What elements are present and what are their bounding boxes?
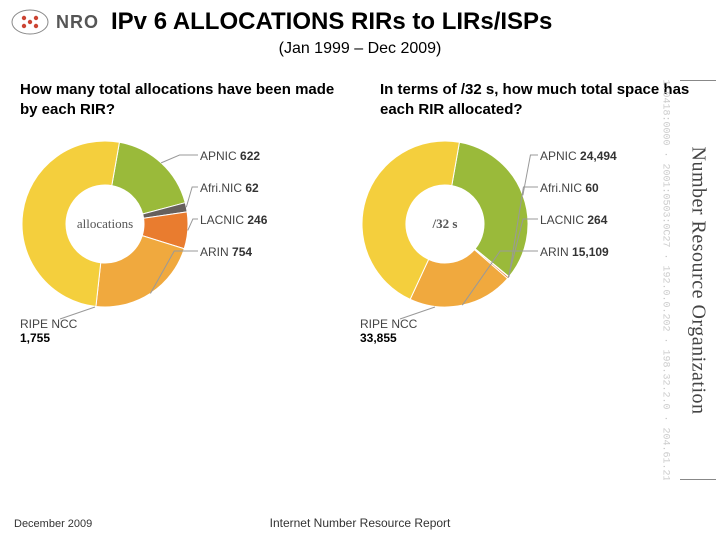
page-title: IPv 6 ALLOCATIONS RIRs to LIRs/ISPs xyxy=(111,8,710,36)
legend-value: 24,494 xyxy=(580,149,617,163)
side-ip-text: 2001:0418:0000 · 2001:0503:0C27 · 192.0.… xyxy=(660,80,671,480)
legend-value: 62 xyxy=(245,181,258,195)
legend-name: RIPE NCC xyxy=(20,317,77,331)
side-ip-strip: 2001:0418:0000 · 2001:0503:0C27 · 192.0.… xyxy=(654,80,676,480)
legend-row: LACNIC 246 xyxy=(200,213,267,227)
legend-name: Afri.NIC xyxy=(540,181,582,195)
legend-name: APNIC xyxy=(200,149,237,163)
side-brand: Number Resource Organization xyxy=(680,80,716,480)
legend-name: LACNIC xyxy=(540,213,584,227)
footer-date: December 2009 xyxy=(14,518,92,530)
legend-right-bottom: RIPE NCC 33,855 xyxy=(360,317,680,345)
nro-logo-text: NRO xyxy=(56,12,99,33)
legend-value: 264 xyxy=(587,213,607,227)
footer-title: Internet Number Resource Report xyxy=(270,516,451,530)
legend-value: 754 xyxy=(232,245,252,259)
legend-value: 60 xyxy=(585,181,598,195)
header: NRO IPv 6 ALLOCATIONS RIRs to LIRs/ISPs xyxy=(0,0,720,36)
legend-name: ARIN xyxy=(200,245,229,259)
legend-row: Afri.NIC 60 xyxy=(540,181,617,195)
legend-name: APNIC xyxy=(540,149,577,163)
legend-left-bottom: RIPE NCC 1,755 xyxy=(20,317,340,345)
legend-value: 246 xyxy=(247,213,267,227)
chart-allocations: allocations APNIC 622 Afri.NIC 62 LACNIC… xyxy=(10,139,340,345)
donut-right: /32 s xyxy=(360,139,530,309)
page-subtitle: (Jan 1999 – Dec 2009) xyxy=(0,40,720,58)
donut-right-center: /32 s xyxy=(406,185,484,263)
question-right: In terms of /32 s, how much total space … xyxy=(380,80,700,119)
legend-row: LACNIC 264 xyxy=(540,213,617,227)
legend-value: 33,855 xyxy=(360,331,397,345)
questions-row: How many total allocations have been mad… xyxy=(0,80,720,119)
legend-row: Afri.NIC 62 xyxy=(200,181,267,195)
legend-row: APNIC 622 xyxy=(200,149,267,163)
legend-value: 622 xyxy=(240,149,260,163)
legend-name: LACNIC xyxy=(200,213,244,227)
legend-right: APNIC 24,494 Afri.NIC 60 LACNIC 264 ARIN… xyxy=(540,149,617,277)
legend-name: ARIN xyxy=(540,245,569,259)
question-left: How many total allocations have been mad… xyxy=(20,80,340,119)
legend-name: Afri.NIC xyxy=(200,181,242,195)
legend-value: 15,109 xyxy=(572,245,609,259)
legend-value: 1,755 xyxy=(20,331,50,345)
legend-name: RIPE NCC xyxy=(360,317,417,331)
legend-row: ARIN 754 xyxy=(200,245,267,259)
donut-left-center: allocations xyxy=(66,185,144,263)
donut-left: allocations xyxy=(20,139,190,309)
chart-32s: /32 s APNIC 24,494 Afri.NIC 60 LACNIC 26… xyxy=(350,139,680,345)
side-brand-text: Number Resource Organization xyxy=(687,146,710,414)
legend-row: APNIC 24,494 xyxy=(540,149,617,163)
legend-row: ARIN 15,109 xyxy=(540,245,617,259)
nro-logo: NRO xyxy=(10,8,99,36)
nro-logo-icon xyxy=(10,8,50,36)
charts-row: allocations APNIC 622 Afri.NIC 62 LACNIC… xyxy=(0,139,720,345)
legend-left: APNIC 622 Afri.NIC 62 LACNIC 246 ARIN 75… xyxy=(200,149,267,277)
